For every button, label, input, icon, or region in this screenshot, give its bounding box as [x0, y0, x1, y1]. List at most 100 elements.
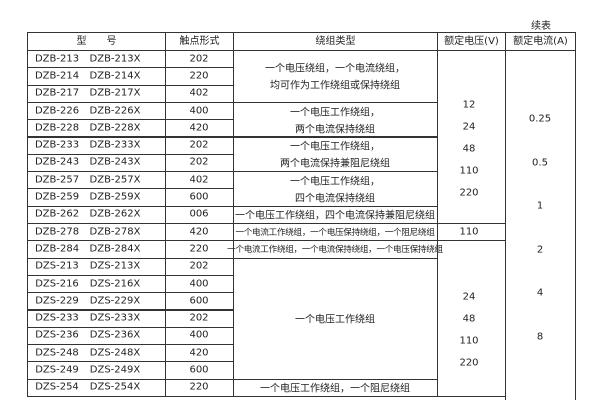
rated-voltage: 220 [459, 187, 479, 198]
model-number: DZB-284 [34, 243, 80, 255]
model-number: DZS-249 [35, 364, 79, 376]
rated-current: 4 [536, 287, 544, 299]
rated-current: 0.5 [532, 157, 548, 169]
rated-voltage: 220 [459, 357, 479, 369]
winding-type: 一个电压工作绕组， [290, 107, 380, 119]
header-label: 额定电压(V) [444, 36, 499, 47]
winding-type: 两个电流保持绕组 [295, 124, 375, 136]
model-number: DZS-236 [35, 329, 79, 341]
model-number: DZB-278 [34, 226, 80, 238]
contact-form: 400 [189, 278, 209, 290]
contact-form: 600 [189, 295, 209, 307]
model-number-x: DZS-216X [89, 278, 141, 290]
model-number-x: DZB-214X [89, 70, 141, 82]
contact-form: 400 [189, 105, 209, 117]
rated-current: 0.25 [528, 113, 552, 125]
contact-form: 220 [189, 243, 209, 255]
header-label: 型 号 [76, 36, 117, 47]
model-number-x: DZS-213X [89, 260, 141, 272]
contact-form: 600 [189, 191, 209, 203]
model-number: DZS-248 [35, 347, 79, 359]
winding-type: 一个电压工作绕组，一个阻尼绕组 [260, 383, 410, 395]
contact-form: 420 [189, 122, 209, 134]
model-number: DZS-216 [35, 278, 79, 290]
contact-form: 202 [189, 312, 209, 324]
header-cell: 绕组类型 [233, 32, 438, 51]
winding-type: 一个电压绕组，一个电流绕组， [265, 63, 405, 75]
header-label: 绕组类型 [315, 36, 356, 47]
rated-voltage: 110 [459, 226, 479, 238]
continued-caption: 续表 [531, 21, 551, 32]
contact-form: 202 [189, 53, 209, 65]
winding-type: 一个电流工作绕组，一个电流保持绕组，一个电压保持绕组 [227, 244, 443, 255]
contact-form: 006 [189, 208, 209, 220]
header-cell: 触点形式 [165, 32, 234, 51]
contact-form: 402 [189, 87, 209, 99]
winding-type: 均可作为工作绕组或保持绕组 [270, 80, 400, 92]
contact-form: 400 [189, 329, 209, 341]
rated-voltage: 48 [462, 143, 476, 154]
rated-current: 2 [536, 244, 544, 256]
contact-form: 202 [189, 139, 209, 151]
model-number-x: DZS-254X [89, 381, 141, 393]
rated-voltage: 110 [459, 165, 479, 176]
contact-form: 600 [189, 364, 209, 376]
contact-form: 202 [189, 260, 209, 272]
model-number: DZB-226 [34, 105, 80, 117]
rated-voltage: 12 [462, 99, 476, 110]
winding-type: 一个电压工作绕组 [295, 314, 375, 326]
model-number: DZB-213 [34, 53, 80, 65]
model-number: DZB-257 [34, 174, 80, 186]
model-number-x: DZS-248X [89, 347, 141, 359]
model-number-x: DZB-217X [89, 87, 141, 99]
contact-form: 220 [189, 70, 209, 82]
model-number: DZB-262 [34, 208, 80, 220]
rated-voltage: 24 [462, 121, 476, 132]
rated-current: 1 [536, 200, 544, 212]
current-cell [505, 50, 576, 400]
contact-form: 420 [189, 226, 209, 238]
contact-form: 420 [189, 347, 209, 359]
model-number: DZS-229 [35, 295, 79, 307]
model-number-x: DZB-284X [89, 243, 141, 255]
model-number: DZS-213 [35, 260, 79, 272]
winding-type: 一个电压工作绕组， [290, 176, 380, 188]
header-label: 触点形式 [179, 36, 220, 47]
header-cell: 型 号 [27, 32, 166, 51]
model-number-x: DZB-243X [89, 156, 141, 168]
model-number-x: DZS-229X [89, 295, 141, 307]
contact-form: 402 [189, 174, 209, 186]
model-number: DZS-254 [35, 381, 79, 393]
header-cell: 额定电流(A) [505, 32, 576, 51]
winding-type: 四个电流保持绕组 [295, 193, 375, 205]
header-label: 额定电流(A) [513, 36, 568, 47]
model-number-x: DZB-228X [89, 122, 141, 134]
model-number-x: DZS-236X [89, 329, 141, 341]
model-number: DZB-259 [34, 191, 80, 203]
model-number-x: DZB-278X [89, 226, 141, 238]
model-number: DZB-214 [34, 70, 80, 82]
winding-type: 一个电压工作绕组， [290, 141, 380, 153]
model-number: DZB-233 [34, 139, 80, 151]
model-number-x: DZB-226X [89, 105, 141, 117]
model-number-x: DZB-257X [89, 174, 141, 186]
header-cell: 额定电压(V) [437, 32, 506, 51]
winding-type: 两个电流保持兼阻尼绕组 [280, 158, 390, 170]
model-number-x: DZS-233X [89, 312, 141, 324]
model-number: DZB-217 [34, 87, 80, 99]
model-number-x: DZB-213X [89, 53, 141, 65]
rated-voltage: 24 [462, 291, 476, 303]
winding-type: 一个电压工作绕组，四个电流保持兼阻尼绕组 [235, 210, 435, 222]
contact-form: 202 [189, 156, 209, 168]
model-number-x: DZS-249X [89, 364, 141, 376]
model-number: DZB-243 [34, 156, 80, 168]
model-number-x: DZB-259X [89, 191, 141, 203]
rated-voltage: 110 [459, 335, 479, 347]
winding-type: 一个电流工作绕组，一个电压保持绕组，一个阻尼绕组 [235, 227, 435, 238]
contact-form: 220 [189, 381, 209, 393]
model-number-x: DZB-262X [89, 208, 141, 220]
rated-voltage: 48 [462, 313, 476, 325]
model-number-x: DZB-233X [89, 139, 141, 151]
rated-current: 8 [536, 331, 544, 343]
